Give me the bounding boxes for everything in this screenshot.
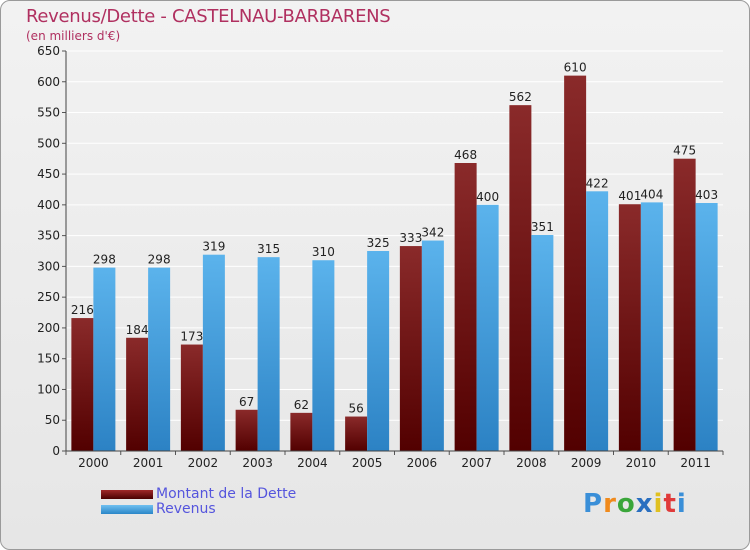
y-tick-label: 250 bbox=[37, 290, 60, 304]
grid-lines bbox=[66, 50, 723, 452]
data-label-revenus-2004: 310 bbox=[312, 245, 335, 259]
bar-dette-2001 bbox=[126, 337, 149, 451]
bar-dette-2010 bbox=[618, 204, 641, 451]
logo-letter: o bbox=[616, 489, 636, 519]
proxiti-logo: Proxiti bbox=[583, 489, 687, 519]
y-tick-label: 50 bbox=[45, 413, 60, 427]
data-label-revenus-2000: 298 bbox=[93, 253, 116, 267]
bar-dette-2007 bbox=[454, 163, 477, 451]
bar-dette-2004 bbox=[290, 412, 313, 451]
y-tick-label: 350 bbox=[37, 229, 60, 243]
data-label-dette-2000: 216 bbox=[71, 303, 94, 317]
data-label-dette-2006: 333 bbox=[399, 231, 422, 245]
logo-letter: r bbox=[603, 489, 617, 519]
data-label-dette-2010: 401 bbox=[618, 189, 641, 203]
bar-revenus-2007 bbox=[476, 204, 499, 451]
bar-revenus-2010 bbox=[640, 202, 663, 451]
bar-revenus-2008 bbox=[531, 235, 554, 451]
bar-dette-2000 bbox=[71, 318, 94, 451]
chart-title: Revenus/Dette - CASTELNAU-BARBARENS bbox=[26, 6, 391, 27]
x-tick-label: 2006 bbox=[407, 456, 438, 470]
bar-revenus-2002 bbox=[202, 254, 225, 451]
y-tick-label: 450 bbox=[37, 167, 60, 181]
data-label-dette-2003: 67 bbox=[239, 395, 254, 409]
y-tick-label: 100 bbox=[37, 382, 60, 396]
bar-revenus-2005 bbox=[367, 251, 390, 451]
logo-letter: x bbox=[635, 489, 654, 519]
legend-label-dette: Montant de la Dette bbox=[156, 486, 297, 502]
data-label-revenus-2007: 400 bbox=[476, 190, 499, 204]
data-label-revenus-2011: 403 bbox=[695, 188, 718, 202]
data-labels: 216 298 184 298 173 319 67 315 62 310 56 325 333 342 4… bbox=[71, 61, 718, 416]
y-tick-label: 300 bbox=[37, 259, 60, 273]
y-tick-label: 200 bbox=[37, 321, 60, 335]
data-label-dette-2002: 173 bbox=[180, 330, 203, 344]
x-tick-label: 2010 bbox=[626, 456, 657, 470]
x-tick-label: 2003 bbox=[242, 456, 273, 470]
bar-dette-2005 bbox=[345, 416, 368, 451]
data-label-dette-2009: 610 bbox=[564, 61, 587, 75]
bar-revenus-2011 bbox=[695, 203, 718, 451]
legend-swatch-revenus bbox=[101, 505, 153, 514]
y-tick-label: 650 bbox=[37, 44, 60, 58]
data-label-revenus-2009: 422 bbox=[586, 176, 609, 190]
bar-dette-2008 bbox=[509, 105, 532, 452]
y-tick-label: 550 bbox=[37, 106, 60, 120]
axes: 0 50 100 150 200 250 300 350 400 450 500 550 600 650 2… bbox=[37, 44, 724, 470]
data-label-revenus-2003: 315 bbox=[257, 242, 280, 256]
bar-revenus-2006 bbox=[421, 240, 444, 451]
y-tick-label: 150 bbox=[37, 352, 60, 366]
data-label-dette-2005: 56 bbox=[348, 402, 363, 416]
x-tick-label: 2009 bbox=[571, 456, 602, 470]
bar-revenus-2009 bbox=[586, 191, 609, 452]
bar-revenus-2004 bbox=[312, 260, 335, 451]
data-label-revenus-2001: 298 bbox=[148, 253, 171, 267]
bar-dette-2002 bbox=[180, 344, 203, 451]
x-tick-label: 2001 bbox=[133, 456, 164, 470]
x-tick-label: 2002 bbox=[188, 456, 219, 470]
legend-label-revenus: Revenus bbox=[156, 501, 216, 517]
y-tick-label: 500 bbox=[37, 136, 60, 150]
logo-letter: i bbox=[676, 489, 687, 519]
bar-dette-2003 bbox=[235, 409, 258, 451]
y-tick-label: 600 bbox=[37, 75, 60, 89]
y-tick-label: 400 bbox=[37, 198, 60, 212]
data-label-dette-2011: 475 bbox=[673, 144, 696, 158]
data-label-dette-2004: 62 bbox=[294, 398, 309, 412]
data-label-revenus-2008: 351 bbox=[531, 220, 554, 234]
x-tick-label: 2000 bbox=[78, 456, 109, 470]
data-label-revenus-2006: 342 bbox=[421, 226, 444, 240]
data-label-revenus-2010: 404 bbox=[640, 187, 663, 201]
x-tick-label: 2007 bbox=[461, 456, 492, 470]
logo-letter: t bbox=[663, 489, 677, 519]
bar-revenus-2000 bbox=[93, 267, 116, 451]
bars bbox=[71, 75, 718, 452]
data-label-revenus-2002: 319 bbox=[202, 240, 225, 254]
chart-subtitle: (en milliers d'€) bbox=[26, 29, 121, 43]
legend-swatch-dette bbox=[101, 490, 153, 499]
x-tick-label: 2004 bbox=[297, 456, 328, 470]
x-tick-label: 2008 bbox=[516, 456, 547, 470]
bar-dette-2009 bbox=[564, 75, 587, 451]
bar-revenus-2003 bbox=[257, 257, 280, 451]
bar-revenus-2001 bbox=[148, 267, 171, 451]
data-label-revenus-2005: 325 bbox=[367, 236, 390, 250]
logo-letter: P bbox=[583, 489, 604, 519]
y-tick-label: 0 bbox=[52, 444, 60, 458]
bar-dette-2011 bbox=[673, 158, 696, 451]
x-tick-label: 2005 bbox=[352, 456, 383, 470]
data-label-dette-2001: 184 bbox=[126, 323, 149, 337]
x-tick-label: 2011 bbox=[680, 456, 711, 470]
data-label-dette-2007: 468 bbox=[454, 148, 477, 162]
data-label-dette-2008: 562 bbox=[509, 90, 532, 104]
bar-dette-2006 bbox=[399, 246, 422, 451]
logo-letter: i bbox=[653, 489, 664, 519]
